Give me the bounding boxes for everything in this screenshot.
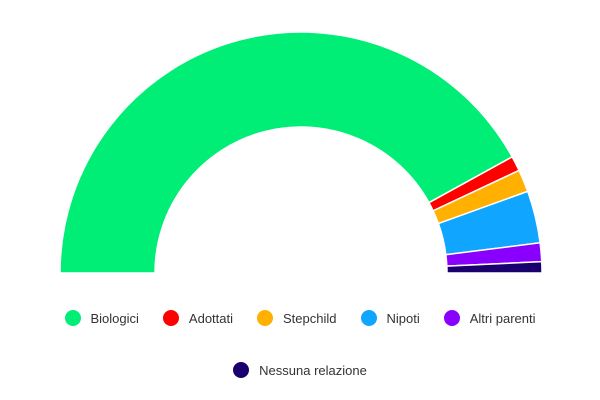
legend-dot-stepchild: [257, 310, 274, 326]
legend-item-altri-parenti[interactable]: Altri parenti: [443, 308, 536, 328]
slice-nessuna-relazione[interactable]: [446, 260, 543, 274]
slice-biologici[interactable]: [59, 31, 514, 274]
legend: Biologici Adottati Stepchild Nipoti Altr…: [0, 308, 600, 380]
legend-item-nipoti[interactable]: Nipoti: [360, 308, 420, 328]
legend-label-nessuna-relazione: Nessuna relazione: [259, 362, 367, 378]
legend-label-altri-parenti: Altri parenti: [469, 310, 536, 326]
legend-label-stepchild: Stepchild: [283, 310, 337, 326]
legend-dot-biologici: [64, 310, 81, 326]
legend-item-biologici[interactable]: Biologici: [64, 308, 139, 328]
legend-item-nessuna-relazione[interactable]: Nessuna relazione: [233, 360, 367, 380]
legend-item-adottati[interactable]: Adottati: [162, 308, 234, 328]
legend-label-nipoti: Nipoti: [386, 310, 420, 326]
legend-dot-nipoti: [360, 310, 377, 326]
legend-label-adottati: Adottati: [188, 310, 234, 326]
legend-label-biologici: Biologici: [90, 310, 139, 326]
legend-dot-nessuna-relazione: [233, 362, 250, 378]
legend-dot-altri-parenti: [443, 310, 460, 326]
legend-dot-adottati: [162, 310, 179, 326]
semicircle-donut-chart: [59, 31, 543, 274]
legend-item-stepchild[interactable]: Stepchild: [257, 308, 337, 328]
